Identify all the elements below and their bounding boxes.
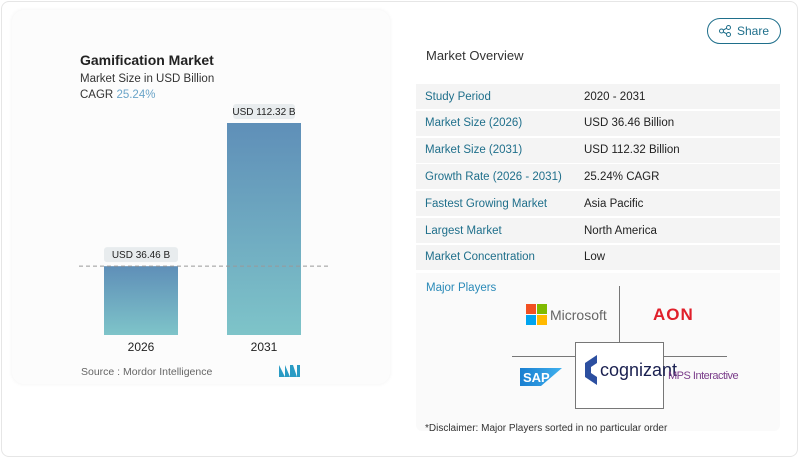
overview-row: Fastest Growing Market Asia Pacific [416,191,780,218]
overview-key: Market Size (2031) [425,144,523,157]
overview-key: Market Concentration [425,251,535,264]
overview-value: Asia Pacific [584,197,644,210]
chart-subtitle: Market Size in USD Billion [80,73,215,85]
overview-key: Study Period [425,90,491,103]
overview-value: 2020 - 2031 [584,90,646,103]
chart-title: Gamification Market [80,52,214,68]
bar-2026 [104,266,178,335]
major-players-title: Major Players [426,282,497,294]
overview-value: 25.24% CAGR [584,170,660,183]
overview-row: Growth Rate (2026 - 2031) 25.24% CAGR [416,164,780,191]
bar-chart: USD 36.46 B 2026 USD 112.32 B 2031 [79,104,328,354]
overview-row: Market Size (2026) USD 36.46 Billion [416,110,780,137]
data-label: USD 36.46 B [112,250,171,261]
share-button[interactable]: Share [707,18,781,44]
chart-card [12,10,390,384]
x-tick-label: 2026 [128,340,155,354]
x-tick-label: 2031 [251,340,278,354]
overview-row: Market Size (2031) USD 112.32 Billion [416,137,780,164]
data-label-bg [233,104,295,119]
data-label-bg [104,247,178,263]
overview-row: Study Period 2020 - 2031 [416,84,780,110]
cagr: CAGR 25.24% [80,89,155,101]
overview-value: USD 112.32 Billion [584,144,680,157]
overview-title: Market Overview [426,48,524,63]
cagr-label: CAGR [80,89,114,101]
overview-key: Growth Rate (2026 - 2031) [425,170,562,183]
bar-2031 [227,123,301,335]
mps-interactive-logo: MPS Interactive [668,370,739,382]
cagr-value: 25.24% [116,89,156,101]
overview-value: USD 36.46 Billion [584,117,675,130]
overview-row: Largest Market North America [416,218,780,244]
data-label: USD 112.32 B [232,107,296,118]
share-label: Share [736,24,770,38]
cognizant-logo: cognizant [583,355,677,385]
disclaimer: *Disclaimer: Major Players sorted in no … [425,423,668,434]
mordor-logo [279,365,300,377]
overview-key: Market Size (2026) [425,117,523,130]
aon-logo: AON [653,305,694,324]
overview-key: Fastest Growing Market [425,197,548,210]
overview-row: Market Concentration Low [416,244,780,271]
source-text: Source : Mordor Intelligence [81,366,213,378]
overview-value: Low [584,251,606,264]
share-icon [718,25,731,37]
overview-key: Largest Market [425,224,502,237]
microsoft-logo: Microsoft [526,304,607,325]
overview-value: North America [584,224,657,237]
